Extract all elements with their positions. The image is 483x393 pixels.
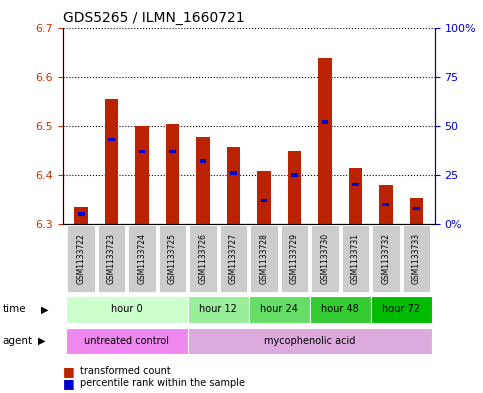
Bar [199,160,206,163]
FancyBboxPatch shape [281,225,308,292]
Bar [135,126,149,224]
Text: time: time [2,304,26,314]
Text: hour 24: hour 24 [260,305,298,314]
Bar [322,120,328,123]
Text: GSM1133733: GSM1133733 [412,233,421,284]
Text: transformed count: transformed count [80,366,170,376]
Bar [196,137,210,224]
FancyBboxPatch shape [370,296,432,323]
Bar [108,138,115,141]
Bar [318,58,332,224]
Text: agent: agent [2,336,32,346]
FancyBboxPatch shape [189,225,217,292]
FancyBboxPatch shape [372,225,399,292]
Bar [166,124,179,224]
Bar [291,173,298,176]
Text: ▶: ▶ [41,304,49,314]
Text: GSM1133729: GSM1133729 [290,233,299,284]
Text: GSM1133726: GSM1133726 [199,233,208,284]
Text: untreated control: untreated control [85,336,170,346]
Text: GSM1133728: GSM1133728 [259,233,269,284]
Bar [349,167,362,224]
Text: GSM1133727: GSM1133727 [229,233,238,284]
Text: hour 12: hour 12 [199,305,237,314]
FancyBboxPatch shape [311,225,339,292]
Text: ■: ■ [63,365,74,378]
Bar [169,150,176,153]
FancyBboxPatch shape [342,225,369,292]
Text: GSM1133725: GSM1133725 [168,233,177,284]
FancyBboxPatch shape [220,225,247,292]
Bar [139,150,145,153]
FancyBboxPatch shape [250,225,278,292]
Text: GSM1133730: GSM1133730 [320,233,329,284]
Text: hour 48: hour 48 [321,305,359,314]
Text: GSM1133724: GSM1133724 [138,233,146,284]
FancyBboxPatch shape [66,328,188,354]
Bar [383,203,389,206]
FancyBboxPatch shape [67,225,95,292]
Text: GSM1133732: GSM1133732 [382,233,390,284]
Text: GSM1133731: GSM1133731 [351,233,360,284]
Text: GDS5265 / ILMN_1660721: GDS5265 / ILMN_1660721 [63,11,244,25]
Bar [410,198,423,224]
FancyBboxPatch shape [188,296,249,323]
Bar [287,151,301,224]
Bar [352,183,359,186]
Bar [260,199,268,202]
Text: mycophenolic acid: mycophenolic acid [264,336,355,346]
FancyBboxPatch shape [188,328,432,354]
FancyBboxPatch shape [128,225,156,292]
FancyBboxPatch shape [249,296,310,323]
Bar [105,99,118,224]
Bar [230,171,237,174]
Bar [74,207,88,224]
Text: GSM1133722: GSM1133722 [77,233,85,284]
FancyBboxPatch shape [159,225,186,292]
FancyBboxPatch shape [310,296,370,323]
Bar [78,213,85,216]
Bar [413,207,420,210]
Bar [379,185,393,224]
Bar [257,171,271,224]
Text: hour 72: hour 72 [382,305,420,314]
FancyBboxPatch shape [403,225,430,292]
Text: percentile rank within the sample: percentile rank within the sample [80,378,245,388]
FancyBboxPatch shape [66,296,188,323]
Text: ■: ■ [63,376,74,390]
FancyBboxPatch shape [98,225,125,292]
Text: GSM1133723: GSM1133723 [107,233,116,284]
Text: hour 0: hour 0 [111,305,142,314]
Bar [227,147,241,224]
Text: ▶: ▶ [38,336,45,346]
